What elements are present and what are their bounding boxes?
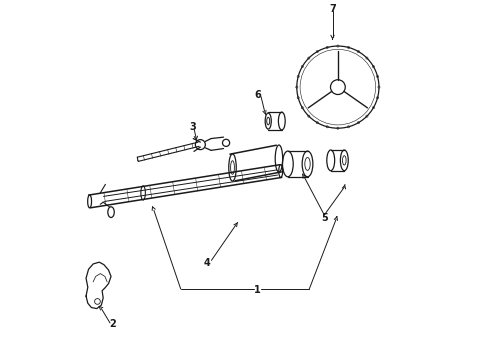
Text: 6: 6 [254, 90, 261, 100]
Text: 4: 4 [204, 258, 211, 268]
Text: 2: 2 [109, 319, 116, 329]
Text: 5: 5 [321, 212, 328, 222]
Text: 3: 3 [190, 122, 196, 132]
Text: 1: 1 [254, 285, 261, 295]
Text: 7: 7 [329, 4, 336, 14]
